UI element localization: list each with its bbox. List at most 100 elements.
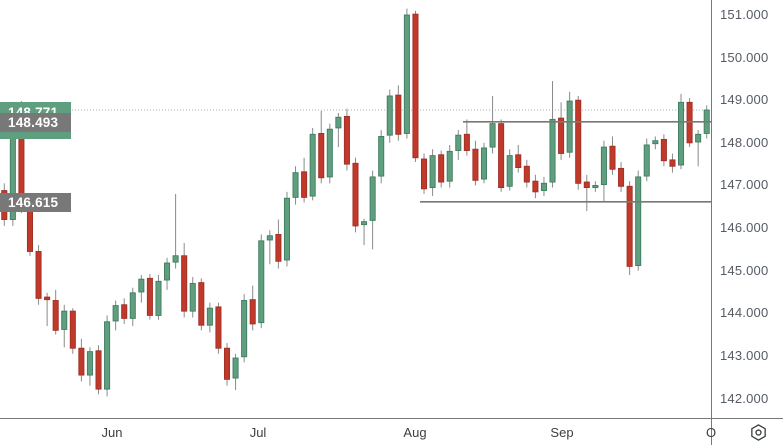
candle-body <box>309 133 316 197</box>
candle-body <box>215 306 222 349</box>
candle <box>121 298 128 324</box>
candle <box>438 150 445 188</box>
candle-body <box>172 255 179 263</box>
candle <box>129 287 136 327</box>
time-scale[interactable]: Jun Jul Aug Sep O <box>0 419 783 445</box>
time-axis-line <box>0 418 783 419</box>
candle-body <box>558 117 565 154</box>
candle-body <box>121 304 128 319</box>
scale-corner-divider <box>711 418 712 445</box>
candle <box>335 113 342 148</box>
candle <box>189 277 196 318</box>
candle-body <box>618 167 625 187</box>
price-tick: 147.000 <box>720 177 769 193</box>
candle-body <box>86 351 93 376</box>
candle-body <box>412 13 419 159</box>
settings-target-icon[interactable] <box>734 419 783 445</box>
price-scale[interactable]: 151.000 150.000 149.000 148.000 147.000 146.0… <box>712 0 783 418</box>
candle <box>480 142 488 184</box>
close-price-value: 148.493 <box>8 114 59 130</box>
candle <box>677 93 685 170</box>
candle-body <box>532 180 539 193</box>
time-tick: Aug <box>403 425 427 440</box>
candle <box>652 136 659 150</box>
candle-body <box>352 162 359 227</box>
candle <box>198 278 205 331</box>
candle <box>472 140 479 186</box>
close-price-tag[interactable]: 148.493 <box>0 112 71 132</box>
candle-body <box>669 159 676 167</box>
candle <box>52 289 59 335</box>
candle-body <box>446 150 453 182</box>
candle <box>112 300 119 331</box>
candle-body <box>472 148 479 181</box>
price-tick: 143.000 <box>720 347 769 363</box>
candle-body <box>52 300 59 331</box>
candle <box>669 153 676 173</box>
candle-body <box>540 182 547 192</box>
candle <box>258 234 265 329</box>
candle <box>609 136 616 175</box>
candle <box>138 274 145 303</box>
candle <box>695 130 702 167</box>
candle <box>498 119 505 192</box>
candle <box>618 162 625 192</box>
candle-body <box>232 357 239 379</box>
candle <box>352 157 359 233</box>
candle <box>164 257 171 290</box>
candle <box>429 149 436 197</box>
time-tick: Sep <box>550 425 574 440</box>
candle-body <box>566 100 573 153</box>
candle <box>532 174 539 199</box>
candle <box>549 81 556 188</box>
candle-body <box>138 278 145 293</box>
support-price-value: 146.615 <box>8 194 59 210</box>
candle <box>540 176 547 197</box>
support-price-tag[interactable]: 146.615 <box>0 192 71 212</box>
price-tick: 150.000 <box>720 49 769 65</box>
candle <box>215 302 222 354</box>
candle-body <box>660 138 667 162</box>
chart-plot-area[interactable] <box>0 0 711 418</box>
candle <box>104 315 111 397</box>
price-tick: 149.000 <box>720 92 769 108</box>
candle-body <box>189 283 196 312</box>
candle-body <box>592 184 599 189</box>
candle-series <box>0 8 711 397</box>
candle <box>378 130 385 184</box>
candle <box>266 230 273 265</box>
candle-body <box>395 94 402 135</box>
candle-body <box>104 321 111 390</box>
price-tick: 148.000 <box>720 134 769 150</box>
candle <box>643 138 650 182</box>
candle <box>241 294 248 363</box>
price-tick: 145.000 <box>720 262 769 278</box>
candle <box>146 274 153 320</box>
candle-body <box>318 133 325 179</box>
candle <box>446 144 453 188</box>
candle <box>660 134 667 167</box>
candle-body <box>463 133 470 151</box>
candle <box>249 285 256 331</box>
candle-body <box>146 277 153 316</box>
candle-body <box>403 14 410 134</box>
candle <box>421 153 428 194</box>
candle-body <box>498 123 505 189</box>
candle-body <box>26 209 34 252</box>
candle <box>592 181 599 192</box>
candle-body <box>489 123 496 148</box>
candle-body <box>335 116 342 129</box>
candle <box>181 242 188 318</box>
candle-body <box>275 233 282 262</box>
candle-body <box>301 171 308 198</box>
candle <box>395 85 402 141</box>
candle-body <box>643 144 650 177</box>
candle <box>292 166 299 205</box>
candle-body <box>112 305 119 322</box>
price-tick: 146.000 <box>720 220 769 236</box>
candle-body <box>515 154 522 168</box>
candle-body <box>575 99 582 184</box>
candle <box>566 91 573 158</box>
candle <box>515 144 522 173</box>
candle-body <box>523 165 530 183</box>
